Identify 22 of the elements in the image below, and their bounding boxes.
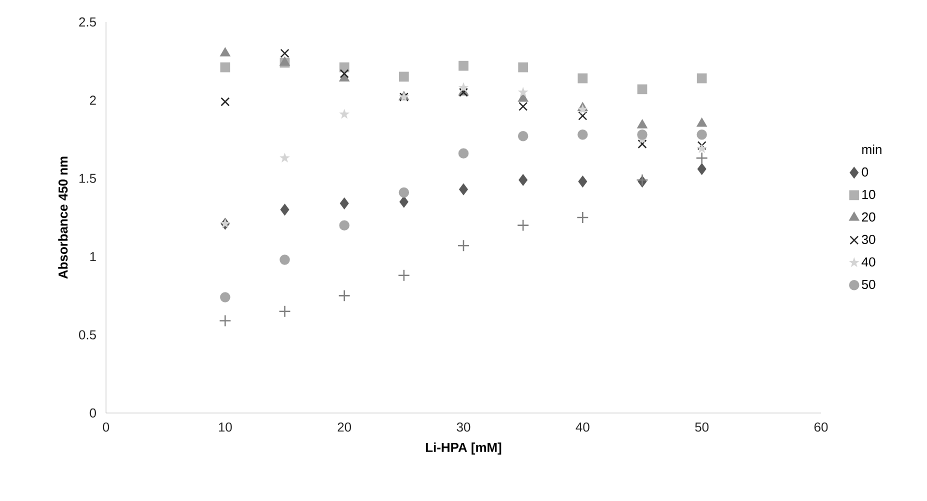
legend-label: 20 [862,212,876,222]
x-tick-label: 60 [814,422,828,432]
x-tick-label: 20 [338,422,352,432]
legend-label: 50 [862,280,876,290]
x-tick-label: 30 [456,422,470,432]
y-tick-label: 1.5 [79,174,96,183]
legend-title: min [862,144,882,154]
legend-label: 0 [862,167,868,177]
x-tick-label: 0 [102,422,110,432]
y-tick-label: 0 [90,408,96,418]
legend-label: 10 [862,190,876,200]
x-tick-label: 40 [576,422,590,432]
legend-label: 40 [862,257,876,267]
y-tick-label: 2.5 [79,17,96,27]
legend-label: 30 [862,234,876,244]
x-tick-label: 10 [218,422,232,432]
x-tick-label: 50 [695,422,709,432]
y-tick-label: 0.5 [79,330,96,340]
y-tick-label: 2 [90,96,96,105]
y-axis-title: Absorbance 450 nm [58,156,68,279]
x-axis-title: Li-HPA [mM] [426,442,502,455]
y-tick-label: 1 [90,252,96,262]
